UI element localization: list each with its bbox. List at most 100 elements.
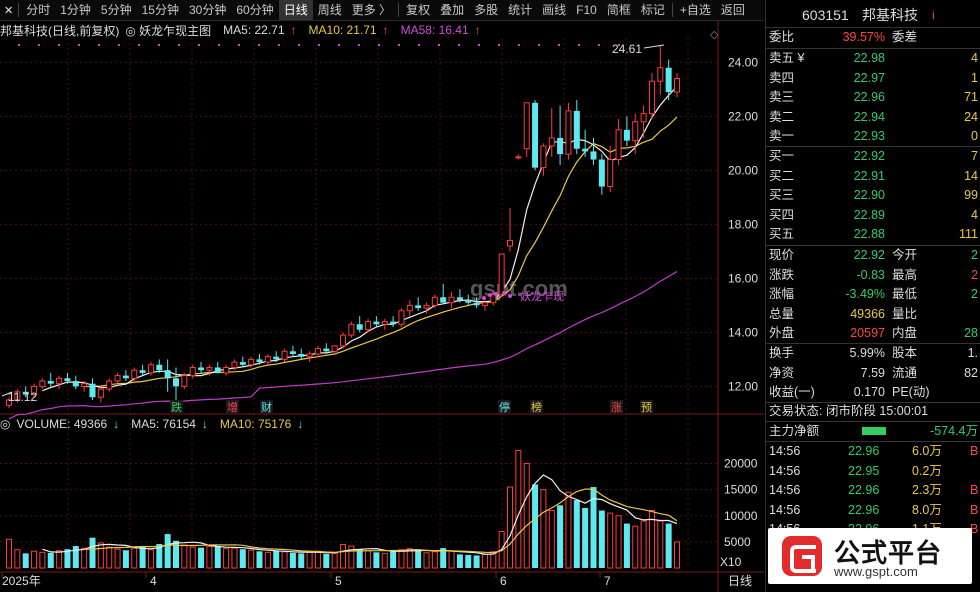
stat-label: 换手: [769, 346, 795, 360]
candle-body: [273, 356, 280, 360]
chart-title: 邦基科技(日线,前复权): [0, 23, 120, 38]
volume-settings-icon[interactable]: ◎: [0, 417, 11, 431]
bid-row[interactable]: 买一 22.92 7: [766, 147, 980, 166]
candle-body: [31, 385, 38, 395]
volume-bar: [72, 546, 79, 568]
candle-body: [331, 345, 338, 352]
ask-label: 卖二: [769, 109, 795, 124]
volume-bar: [381, 552, 388, 569]
toolbar-item-12[interactable]: 统计: [508, 3, 533, 17]
toolbar-item-2[interactable]: 5分钟: [100, 3, 132, 17]
toolbar-item-7[interactable]: 周线: [317, 3, 342, 17]
toolbar-item-17[interactable]: +自选: [679, 3, 711, 17]
bid-row[interactable]: 买二 22.91 14: [766, 167, 980, 186]
toolbar-item-1[interactable]: 1分钟: [60, 3, 91, 17]
ask-row[interactable]: 卖二 22.94 24: [766, 108, 980, 127]
close-icon[interactable]: ✕: [4, 4, 14, 17]
ma10-path: [84, 116, 678, 388]
date-tick-label: 5: [335, 574, 342, 588]
toolbar-item-3[interactable]: 15分钟: [141, 3, 179, 17]
ma58-path: [8, 270, 678, 420]
ask-row[interactable]: 卖五 ¥ 22.98 4: [766, 49, 980, 68]
candle-body: [289, 351, 296, 354]
stat-label-2: PE(动): [892, 385, 930, 399]
toolbar-item-9[interactable]: 复权: [406, 3, 431, 17]
candle-body: [665, 67, 672, 93]
signal-dot: [78, 44, 80, 46]
bid-row[interactable]: 买三 22.90 99: [766, 186, 980, 205]
signal-dot: [358, 44, 360, 46]
tick-time: 14:56: [769, 444, 801, 458]
trade-status: 交易状态: 闭市阶段 15:00:01: [766, 402, 980, 421]
ask-row[interactable]: 卖一 22.93 0: [766, 127, 980, 146]
price-tick-label: 20.00: [728, 163, 758, 177]
volume-bar: [440, 548, 447, 568]
candle-body: [14, 391, 21, 401]
volume-bar: [340, 543, 346, 569]
candle-body: [456, 297, 463, 300]
ma10-readout: MA10: 21.71 ↑: [308, 23, 389, 37]
ask-row[interactable]: 卖四 22.97 1: [766, 69, 980, 88]
event-marker[interactable]: [226, 400, 239, 413]
toolbar-item-15[interactable]: 简框: [606, 3, 631, 17]
toolbar-item-6[interactable]: 日线: [278, 0, 313, 20]
event-marker[interactable]: [498, 400, 511, 413]
bid-volume: 4: [971, 207, 978, 222]
toolbar-item-0[interactable]: 分时: [26, 3, 51, 17]
price-tick-label: 22.00: [728, 109, 758, 123]
event-marker[interactable]: [530, 400, 543, 413]
candle-body: [473, 302, 480, 306]
volume-tick-label: 20000: [724, 457, 758, 471]
volume-bar: [223, 548, 230, 569]
toolbar-item-4[interactable]: 30分钟: [188, 3, 227, 17]
high-price-arrow: [643, 44, 665, 49]
diamond-icon[interactable]: ◇: [710, 29, 719, 41]
event-marker-label: 增: [227, 400, 238, 414]
candle-body: [181, 375, 188, 387]
toolbar-item-14[interactable]: F10: [576, 3, 597, 17]
toolbar-item-8[interactable]: 更多 〉: [351, 3, 392, 17]
candle-body: [281, 350, 288, 360]
event-marker[interactable]: [170, 400, 183, 413]
event-marker[interactable]: [610, 400, 623, 413]
volume-bar: [206, 546, 213, 569]
toolbar-item-16[interactable]: 标记: [640, 3, 665, 17]
volume-ma10-path: [84, 488, 678, 554]
toolbar-item-5[interactable]: 60分钟: [236, 3, 274, 17]
candle-body: [147, 364, 154, 374]
volume-bar: [323, 553, 330, 568]
candle-body: [490, 294, 497, 304]
bid-row[interactable]: 买五 22.88 111: [766, 225, 980, 244]
stat-label-2: 最高: [892, 267, 918, 282]
stat-value-2: 28: [964, 326, 978, 340]
period-label: 日线: [728, 574, 752, 588]
volume-bar: [648, 510, 655, 569]
ask-row[interactable]: 卖三 22.96 71: [766, 88, 980, 107]
toolbar-item-13[interactable]: 画线: [542, 3, 567, 17]
stat-value-2: 1.: [967, 346, 978, 360]
kline-chart[interactable]: gspt.com 24.00 22.00 20.00 18.00 16.00 14.00 1…: [0, 0, 764, 592]
event-marker[interactable]: [260, 400, 273, 413]
indicator-template[interactable]: ◎ 妖龙乍现主图: [125, 23, 212, 38]
signal-dot: [98, 44, 100, 46]
candle-body: [440, 297, 447, 303]
candle-body: [590, 151, 597, 160]
candle-body: [657, 67, 664, 82]
event-marker-label: 榜: [531, 400, 542, 414]
volume-bar: [331, 552, 338, 569]
signal-dot: [378, 44, 380, 46]
candle-body: [615, 129, 622, 161]
diff-label: 委差: [892, 30, 918, 44]
toolbar-item-11[interactable]: 多股: [474, 3, 499, 17]
candle-body: [481, 302, 488, 306]
candle-body: [89, 383, 96, 398]
stat-row: 外盘 20597 内盘 28: [766, 324, 980, 343]
candle-body: [632, 121, 639, 142]
bid-row[interactable]: 买四 22.89 4: [766, 206, 980, 225]
volume-bar: [398, 549, 405, 569]
event-marker[interactable]: [640, 400, 653, 413]
candle-body: [515, 156, 522, 159]
toolbar-item-10[interactable]: 叠加: [440, 3, 465, 17]
toolbar-item-18[interactable]: 返回: [720, 3, 745, 17]
